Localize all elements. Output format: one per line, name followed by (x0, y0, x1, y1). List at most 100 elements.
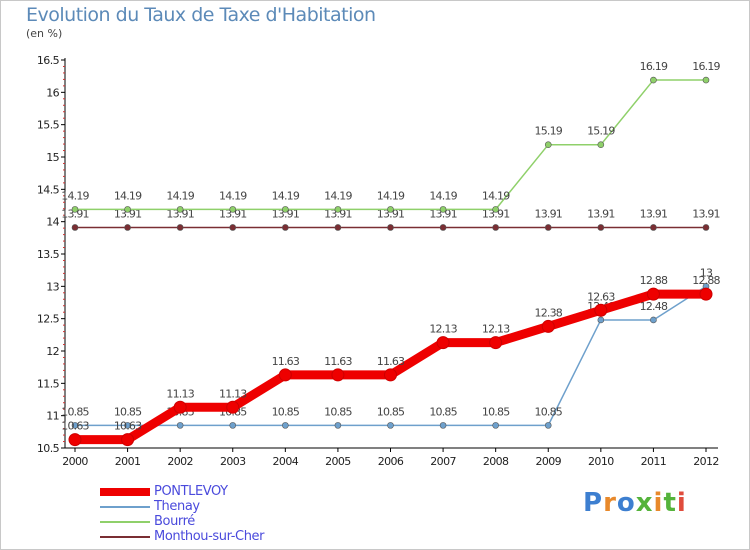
data-label-pontlevoy: 12.88 (640, 274, 668, 287)
y-tick-label: 12 (46, 345, 59, 358)
data-point-monthou-sur-cher (650, 224, 657, 231)
legend-item-pontlevoy: PONTLEVOY (100, 484, 264, 499)
logo-letter: o (616, 488, 636, 518)
legend-swatch-pontlevoy (100, 487, 150, 496)
data-point-monthou-sur-cher (702, 224, 710, 231)
data-point-thenay (124, 422, 131, 429)
data-point-thenay (492, 422, 499, 429)
data-label-pontlevoy: 10.63 (61, 420, 89, 433)
data-point-pontlevoy (278, 368, 292, 382)
legend-item-thenay: Thenay (100, 499, 264, 514)
data-label-thenay: 13 (700, 266, 713, 279)
data-label-monthou-sur-cher: 13.91 (219, 207, 247, 220)
legend-label-monthou-sur-cher: Monthou-sur-Cher (154, 529, 265, 544)
data-label-thenay: 10.85 (61, 405, 89, 418)
y-tick-label: 12.5 (37, 313, 60, 326)
data-point-pontlevoy (699, 287, 713, 301)
y-tick-label: 13 (46, 280, 59, 293)
x-tick-label: 2009 (535, 455, 561, 468)
legend-label-thenay: Thenay (154, 499, 200, 514)
data-point-monthou-sur-cher (387, 224, 394, 231)
data-point-pontlevoy (646, 287, 660, 301)
x-tick-label: 2001 (115, 455, 141, 468)
x-tick-label: 2006 (378, 455, 404, 468)
data-label-monthou-sur-cher: 13.91 (61, 207, 89, 220)
data-point-bourr- (387, 206, 394, 213)
data-point-bourr- (702, 76, 710, 84)
data-point-pontlevoy (68, 433, 82, 447)
proxiti-logo: Proxiti (583, 488, 687, 518)
legend-swatch-bourr- (100, 520, 150, 523)
data-label-monthou-sur-cher: 13.91 (324, 207, 352, 220)
data-point-thenay (71, 422, 79, 429)
data-label-thenay: 10.85 (482, 405, 510, 418)
data-label-pontlevoy: 12.38 (535, 306, 563, 319)
x-tick-label: 2000 (62, 455, 88, 468)
chart-legend: PONTLEVOY Thenay Bourré Monthou-sur-Cher (100, 484, 265, 544)
data-label-thenay: 10.85 (535, 405, 563, 418)
data-label-pontlevoy: 11.13 (166, 387, 194, 400)
data-label-monthou-sur-cher: 13.91 (587, 207, 615, 220)
data-label-monthou-sur-cher: 13.91 (166, 207, 194, 220)
data-point-monthou-sur-cher (334, 224, 342, 231)
logo-letter: t (663, 488, 677, 518)
x-tick-label: 2005 (325, 455, 351, 468)
data-point-monthou-sur-cher (282, 224, 289, 231)
data-label-pontlevoy: 11.63 (272, 355, 300, 368)
data-point-thenay (334, 422, 342, 429)
data-point-pontlevoy (121, 433, 135, 447)
y-tick-label: 11 (46, 410, 59, 423)
chart-title: Evolution du Taux de Taxe d'Habitation (26, 4, 376, 26)
logo-letter: i (676, 488, 687, 518)
data-label-pontlevoy: 12.13 (482, 323, 510, 336)
data-label-thenay: 10.85 (377, 405, 405, 418)
data-label-bourr-: 14.19 (219, 189, 247, 202)
data-point-bourr- (334, 206, 342, 213)
x-tick-label: 2003 (220, 455, 246, 468)
y-tick-label: 11.5 (37, 377, 60, 390)
data-label-bourr-: 16.19 (640, 60, 668, 73)
data-label-bourr-: 14.19 (429, 189, 457, 202)
data-label-thenay: 10.85 (324, 405, 352, 418)
logo-letter: i (653, 488, 664, 518)
data-label-bourr-: 14.19 (377, 189, 405, 202)
data-point-thenay (650, 316, 657, 324)
data-label-monthou-sur-cher: 13.91 (272, 207, 300, 220)
data-point-thenay (544, 422, 552, 429)
data-label-bourr-: 14.19 (272, 189, 300, 202)
data-point-monthou-sur-cher (124, 224, 131, 231)
data-point-thenay (439, 422, 447, 429)
x-tick-label: 2002 (167, 455, 193, 468)
data-point-pontlevoy (436, 336, 450, 350)
y-tick-label: 16.5 (37, 54, 60, 67)
x-tick-label: 2004 (273, 455, 299, 468)
data-point-thenay (229, 422, 237, 429)
y-tick-label: 13.5 (37, 248, 60, 261)
data-point-monthou-sur-cher (71, 224, 79, 231)
data-label-pontlevoy: 11.63 (324, 355, 352, 368)
data-label-monthou-sur-cher: 13.91 (482, 207, 510, 220)
y-unit-label: (en %) (26, 27, 63, 40)
data-label-monthou-sur-cher: 13.91 (114, 207, 142, 220)
data-point-bourr- (124, 206, 131, 213)
data-point-bourr- (650, 76, 657, 84)
legend-label-bourr-: Bourré (154, 514, 195, 529)
data-label-monthou-sur-cher: 13.91 (640, 207, 668, 220)
x-tick-label: 2010 (588, 455, 614, 468)
data-label-bourr-: 14.19 (114, 189, 142, 202)
legend-swatch-thenay (100, 505, 150, 508)
data-label-pontlevoy: 12.63 (587, 290, 615, 303)
x-tick-label: 2011 (641, 455, 667, 468)
logo-letter: r (603, 488, 617, 518)
data-point-bourr- (597, 141, 605, 149)
legend-item-bourr-: Bourré (100, 514, 264, 529)
x-tick-label: 2007 (430, 455, 456, 468)
data-label-thenay: 10.85 (114, 405, 142, 418)
y-tick-label: 16 (46, 86, 59, 99)
data-point-pontlevoy (226, 400, 240, 414)
data-point-bourr- (439, 206, 447, 213)
legend-label-pontlevoy: PONTLEVOY (154, 484, 228, 499)
data-label-pontlevoy: 12.13 (429, 323, 457, 336)
